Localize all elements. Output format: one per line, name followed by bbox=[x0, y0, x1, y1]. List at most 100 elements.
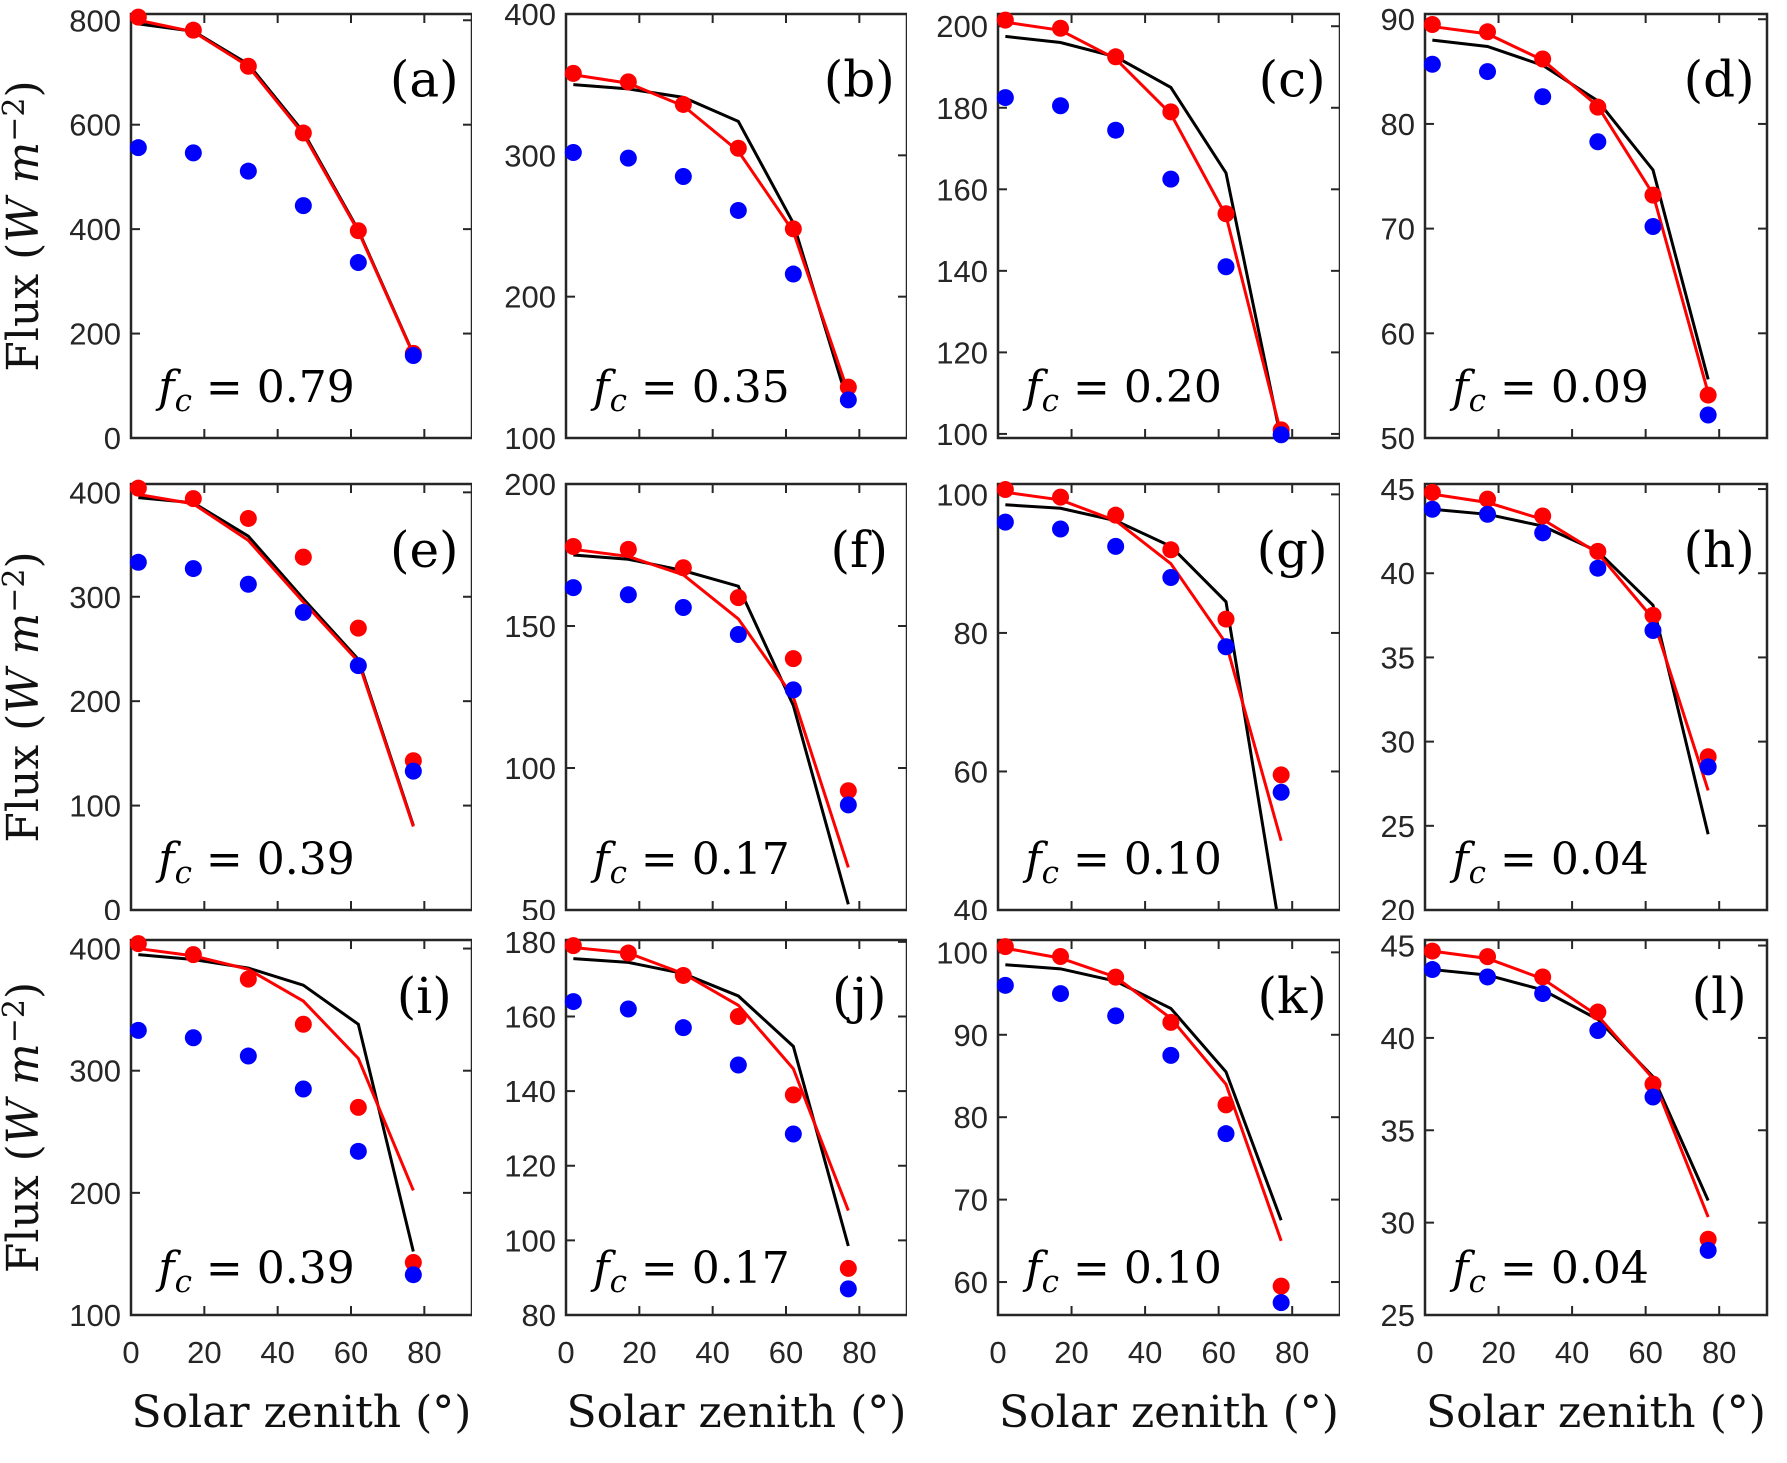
solar-zenith-axis-label: Solar zenith (°) bbox=[132, 1387, 472, 1438]
cloud-fraction-annotation: fc = 0.39 bbox=[155, 834, 354, 891]
red-dot bbox=[996, 938, 1014, 956]
y-tick-label: 200 bbox=[936, 9, 988, 44]
red-dot bbox=[1699, 386, 1717, 404]
blue-dot bbox=[404, 346, 422, 364]
x-tick-label: 60 bbox=[1628, 1335, 1662, 1370]
black-line bbox=[573, 553, 850, 905]
red-line bbox=[1005, 20, 1283, 435]
blue-dot bbox=[729, 1056, 747, 1074]
blue-dot bbox=[184, 1029, 202, 1047]
blue-dot bbox=[564, 144, 582, 162]
y-tick-label: 60 bbox=[954, 754, 988, 789]
y-tick-label: 800 bbox=[69, 3, 121, 38]
blue-dot bbox=[349, 657, 367, 675]
red-dot bbox=[129, 935, 147, 953]
plot-box bbox=[996, 12, 1340, 440]
red-dot bbox=[839, 1259, 857, 1277]
plot-box bbox=[564, 482, 907, 912]
y-tick-label: 60 bbox=[1381, 316, 1415, 351]
red-dot bbox=[184, 490, 202, 508]
red-dot bbox=[1423, 942, 1441, 960]
y-tick-label: 140 bbox=[504, 1074, 556, 1109]
y-tick-label: 180 bbox=[936, 91, 988, 126]
black-line bbox=[1005, 503, 1279, 910]
red-dot bbox=[1589, 98, 1607, 116]
red-dot bbox=[839, 782, 857, 800]
blue-dot bbox=[184, 560, 202, 578]
panel-e: 0 100 200 300 400 Flux (W m−2) fc = 0.39 (e) bbox=[0, 475, 472, 920]
blue-dot bbox=[294, 1080, 312, 1098]
panel-cell-b: 100 200 300 400 fc = 0.35 (b) bbox=[472, 0, 907, 460]
plot-box bbox=[129, 482, 472, 912]
y-tick-label: 40 bbox=[954, 893, 988, 920]
y-tick-label: 160 bbox=[936, 172, 988, 207]
panel-cell-d: 50 60 70 80 90 fc = 0.09 (d) bbox=[1340, 0, 1787, 460]
red-dot bbox=[184, 946, 202, 964]
red-dot bbox=[1423, 483, 1441, 501]
y-tick-label: 400 bbox=[504, 0, 556, 32]
blue-dot bbox=[1107, 121, 1125, 139]
blue-dot bbox=[1272, 1294, 1290, 1312]
y-tick-label: 25 bbox=[1381, 809, 1415, 844]
y-tick-label: 200 bbox=[69, 317, 121, 352]
panel-a: 0 200 400 600 800 Flux (W m−2) fc = 0.79 (a) bbox=[0, 3, 472, 456]
x-tick-label: 20 bbox=[1054, 1335, 1088, 1370]
x-tick-label: 0 bbox=[989, 1335, 1006, 1370]
blue-dot bbox=[129, 139, 147, 157]
red-dot bbox=[564, 937, 582, 955]
red-dot bbox=[1644, 606, 1662, 624]
solar-zenith-axis-label: Solar zenith (°) bbox=[567, 1387, 907, 1438]
y-tick-label: 35 bbox=[1381, 1113, 1415, 1148]
blue-dot bbox=[1052, 97, 1070, 115]
blue-dot bbox=[1423, 500, 1441, 518]
panel-letter: (a) bbox=[390, 51, 459, 109]
flux-axis-label: Flux (W m−2) bbox=[0, 982, 49, 1273]
black-line bbox=[1005, 963, 1283, 1221]
blue-dot bbox=[404, 1266, 422, 1284]
blue-dot bbox=[1217, 638, 1235, 656]
y-tick-label: 300 bbox=[69, 1054, 121, 1089]
plot-box bbox=[996, 482, 1340, 912]
blue-dot bbox=[129, 1021, 147, 1039]
blue-dot bbox=[294, 603, 312, 621]
blue-dot bbox=[839, 391, 857, 409]
red-dot bbox=[404, 1253, 422, 1271]
blue-dot bbox=[674, 599, 692, 617]
red-dot bbox=[239, 57, 257, 75]
blue-dot bbox=[619, 1000, 637, 1018]
blue-dot bbox=[1107, 537, 1125, 555]
x-tick-label: 60 bbox=[334, 1335, 368, 1370]
blue-dot bbox=[839, 1280, 857, 1298]
red-dot bbox=[1107, 968, 1125, 986]
red-dot bbox=[674, 966, 692, 984]
blue-dot bbox=[1479, 63, 1497, 81]
plot-box bbox=[1423, 482, 1769, 912]
x-tick-label: 0 bbox=[557, 1335, 574, 1370]
x-tick-label: 20 bbox=[1481, 1335, 1515, 1370]
x-tick-label: 20 bbox=[187, 1335, 221, 1370]
plot-box bbox=[564, 12, 907, 440]
black-line bbox=[1005, 34, 1283, 438]
red-dot bbox=[184, 21, 202, 39]
red-line bbox=[1005, 946, 1283, 1242]
plot-area bbox=[1425, 14, 1767, 438]
red-dot bbox=[729, 139, 747, 157]
blue-dot bbox=[619, 586, 637, 604]
blue-dot bbox=[729, 201, 747, 219]
red-dot bbox=[349, 1098, 367, 1116]
panel-j: 80 100 120 140 160 180 0 20 40 60 80 Solar zenith (… bbox=[504, 925, 907, 1438]
y-tick-label: 100 bbox=[504, 751, 556, 786]
panel-letter: (c) bbox=[1259, 51, 1326, 109]
red-dot bbox=[674, 559, 692, 577]
panel-k: 60 70 80 90 100 0 20 40 60 80 Solar zenith (°) fc =… bbox=[936, 935, 1340, 1438]
x-tick-label: 80 bbox=[407, 1335, 441, 1370]
y-tick-label: 25 bbox=[1381, 1298, 1415, 1333]
y-tick-label: 100 bbox=[504, 1223, 556, 1258]
y-tick-label: 30 bbox=[1381, 1206, 1415, 1241]
solar-zenith-axis-label: Solar zenith (°) bbox=[1426, 1387, 1766, 1438]
plot-area bbox=[131, 940, 472, 1315]
red-dot bbox=[564, 537, 582, 555]
y-tick-label: 100 bbox=[69, 789, 121, 824]
x-tick-label: 60 bbox=[1201, 1335, 1235, 1370]
plot-box bbox=[1423, 938, 1769, 1317]
